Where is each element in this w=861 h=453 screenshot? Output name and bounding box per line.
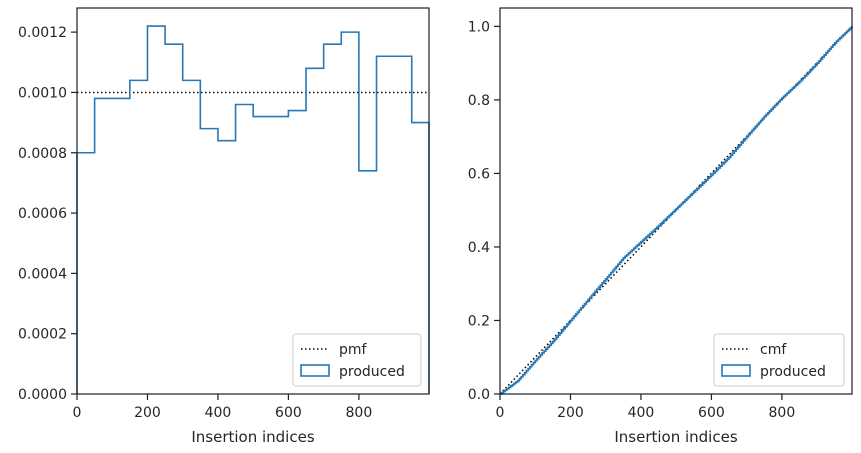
histogram-x-tick-label: 800 <box>346 405 373 421</box>
cdf-legend: cmf produced <box>713 333 845 387</box>
histogram-x-tick-label: 0 <box>73 405 82 421</box>
histogram-y-tick-label: 0.0008 <box>18 146 67 162</box>
histogram-y-tick-label: 0.0012 <box>18 25 67 41</box>
histogram-x-axis-label: Insertion indices <box>191 428 314 446</box>
histogram-y-tick-label: 0.0000 <box>18 387 67 403</box>
histogram-legend-box <box>292 333 422 387</box>
cdf-x-axis-label: Insertion indices <box>614 428 737 446</box>
histogram-legend-produced-swatch <box>300 364 330 377</box>
cdf-legend-produced-swatch <box>721 364 751 377</box>
cdf-legend-box <box>713 333 845 387</box>
cdf-legend-reference-label: cmf <box>760 342 787 358</box>
cdf-axes-frame <box>499 7 853 395</box>
cdf-x-tick-label: 800 <box>769 405 796 421</box>
cdf-x-tick-label: 0 <box>496 405 505 421</box>
histogram-y-tick-label: 0.0010 <box>18 85 67 101</box>
produced-step-outline <box>76 25 430 394</box>
cdf-ticks: 0 200 400 600 800 0.0 0.2 0.4 0.6 0.8 1.0 <box>468 19 796 421</box>
histogram-x-tick-label: 600 <box>275 405 302 421</box>
histogram-legend-reference-label: pmf <box>339 342 368 358</box>
histogram-axes-frame <box>76 7 430 395</box>
histogram-panel: 0 200 400 600 800 0.0000 0.0002 0.0004 0.0006 0.0… <box>18 7 430 446</box>
cdf-panel: 0 200 400 600 800 0.0 0.2 0.4 0.6 0.8 1.0 Insertio… <box>468 7 853 446</box>
cdf-y-tick-label: 0.8 <box>468 93 490 109</box>
cdf-x-tick-label: 400 <box>628 405 655 421</box>
histogram-y-tick-label: 0.0006 <box>18 206 67 222</box>
histogram-marks <box>76 25 430 394</box>
cdf-y-tick-label: 1.0 <box>468 19 490 35</box>
histogram-legend: pmf produced <box>292 333 422 387</box>
cdf-marks <box>499 25 853 395</box>
histogram-y-tick-label: 0.0004 <box>18 266 67 282</box>
histogram-y-tick-label: 0.0002 <box>18 327 67 343</box>
histogram-x-tick-label: 400 <box>205 405 232 421</box>
cdf-y-tick-label: 0.6 <box>468 166 490 182</box>
cdf-y-tick-label: 0.4 <box>468 240 490 256</box>
cdf-y-tick-label: 0.0 <box>468 387 490 403</box>
cdf-x-tick-label: 200 <box>557 405 584 421</box>
cdf-x-tick-label: 600 <box>698 405 725 421</box>
cdf-legend-produced-label: produced <box>760 364 826 380</box>
cdf-y-tick-label: 0.2 <box>468 313 490 329</box>
produced-cdf-line <box>500 26 853 395</box>
histogram-x-tick-label: 200 <box>134 405 161 421</box>
histogram-legend-produced-label: produced <box>339 364 405 380</box>
histogram-ticks: 0 200 400 600 800 0.0000 0.0002 0.0004 0.0006 0.0… <box>18 25 372 421</box>
